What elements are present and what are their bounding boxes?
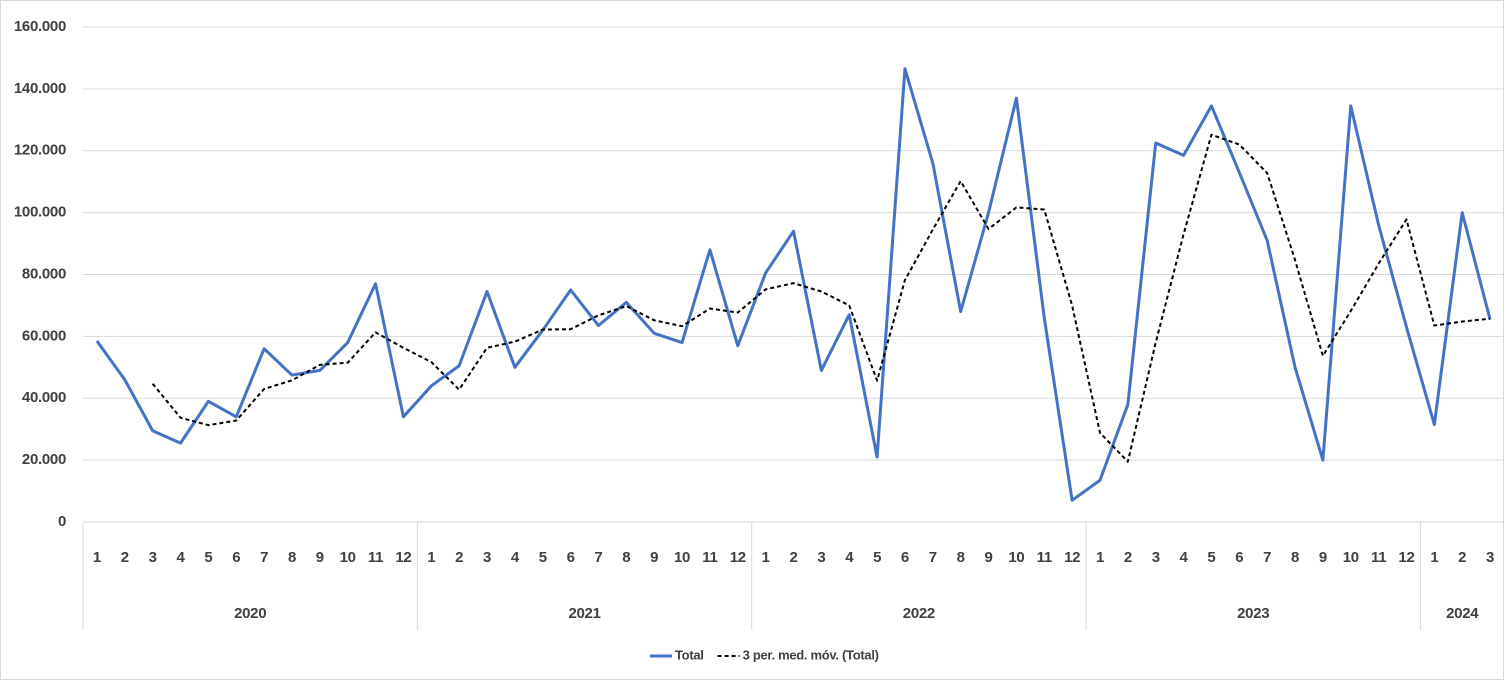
x-tick-label: 11 <box>368 549 383 566</box>
x-tick-label: 9 <box>316 549 324 566</box>
x-tick-label: 2 <box>455 549 463 566</box>
x-tick-label: 11 <box>702 549 717 566</box>
x-tick-label: 8 <box>622 549 630 566</box>
legend-label: Total <box>675 647 704 662</box>
group-label: 2023 <box>1237 605 1269 622</box>
x-tick-label: 10 <box>1008 549 1024 566</box>
x-tick-label: 2 <box>1458 549 1466 566</box>
series-line <box>95 67 1492 502</box>
x-tick-label: 9 <box>985 549 993 566</box>
x-tick-label: 10 <box>674 549 690 566</box>
x-tick-label: 7 <box>1263 549 1271 566</box>
y-tick-label: 140.000 <box>14 80 66 97</box>
x-tick-label: 11 <box>1371 549 1386 566</box>
x-tick-label: 2 <box>789 549 797 566</box>
x-tick-label: 2 <box>121 549 129 566</box>
x-tick-label: 6 <box>901 549 909 566</box>
x-tick-label: 2 <box>1124 549 1132 566</box>
x-tick-label: 7 <box>929 549 937 566</box>
x-tick-label: 4 <box>176 549 185 566</box>
x-tick-label: 8 <box>288 549 296 566</box>
y-tick-label: 120.000 <box>14 142 66 159</box>
legend-label: 3 per. med. móv. (Total) <box>743 647 879 662</box>
y-tick-label: 0 <box>58 513 66 530</box>
y-tick-label: 100.000 <box>14 204 66 221</box>
x-tick-label: 1 <box>1430 549 1438 566</box>
x-tick-label: 4 <box>511 549 520 566</box>
x-tick-label: 1 <box>1096 549 1104 566</box>
x-tick-label: 4 <box>845 549 854 566</box>
y-tick-label: 160.000 <box>14 18 66 35</box>
x-tick-label: 11 <box>1037 549 1052 566</box>
x-tick-label: 12 <box>395 549 411 566</box>
x-tick-label: 3 <box>817 549 825 566</box>
x-tick-label: 9 <box>1319 549 1327 566</box>
x-tick-label: 6 <box>1235 549 1243 566</box>
x-tick-label: 9 <box>650 549 658 566</box>
x-tick-label: 1 <box>427 549 435 566</box>
group-label: 2022 <box>903 605 935 622</box>
x-tick-label: 7 <box>594 549 602 566</box>
x-tick-label: 12 <box>1064 549 1080 566</box>
x-tick-label: 12 <box>730 549 746 566</box>
y-tick-label: 80.000 <box>22 265 66 282</box>
group-label: 2021 <box>568 605 600 622</box>
x-tick-label: 6 <box>567 549 575 566</box>
group-label: 2024 <box>1446 605 1479 622</box>
x-tick-label: 6 <box>232 549 240 566</box>
x-tick-label: 5 <box>873 549 881 566</box>
x-tick-label: 3 <box>1486 549 1494 566</box>
group-label: 2020 <box>234 605 266 622</box>
x-tick-label: 10 <box>340 549 356 566</box>
x-tick-label: 5 <box>1207 549 1215 566</box>
x-tick-label: 1 <box>762 549 770 566</box>
x-tick-label: 3 <box>483 549 491 566</box>
y-tick-label: 40.000 <box>22 389 66 406</box>
x-tick-label: 3 <box>1152 549 1160 566</box>
y-tick-label: 60.000 <box>22 327 66 344</box>
x-tick-label: 4 <box>1180 549 1189 566</box>
x-tick-label: 7 <box>260 549 268 566</box>
x-tick-label: 3 <box>149 549 157 566</box>
x-tick-label: 8 <box>1291 549 1299 566</box>
x-tick-label: 8 <box>957 549 965 566</box>
x-tick-label: 10 <box>1343 549 1359 566</box>
x-tick-label: 5 <box>204 549 212 566</box>
x-tick-label: 12 <box>1398 549 1414 566</box>
x-tick-label: 5 <box>539 549 547 566</box>
x-tick-label: 1 <box>93 549 101 566</box>
y-tick-label: 20.000 <box>22 451 66 468</box>
series-line <box>151 133 1491 463</box>
